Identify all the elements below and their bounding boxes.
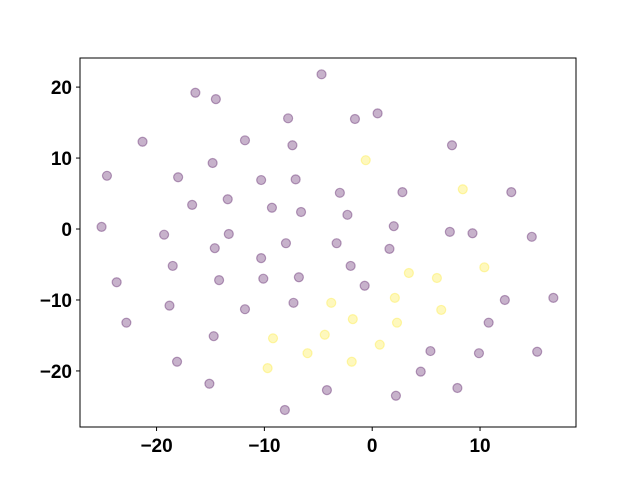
scatter-point <box>164 300 175 311</box>
scatter-point <box>349 113 361 125</box>
scatter-point <box>167 260 178 272</box>
scatter-point <box>331 238 342 249</box>
scatter-point <box>346 356 357 367</box>
plot-background <box>80 58 576 427</box>
scatter-point <box>431 272 443 284</box>
scatter-point <box>359 280 370 291</box>
x-tick-label: 0 <box>367 436 378 457</box>
plot-frame <box>79 57 577 428</box>
x-tick-label: −20 <box>140 436 172 457</box>
points-layer <box>96 69 559 416</box>
scatter-point <box>159 229 170 240</box>
scatter-point <box>388 221 399 232</box>
scatter-point <box>210 94 221 105</box>
y-tick-label: −10 <box>40 291 72 312</box>
scatter-point <box>444 226 455 237</box>
scatter-point <box>295 206 307 218</box>
scatter-point <box>321 385 333 396</box>
scatter-point <box>207 157 218 169</box>
scatter-point <box>446 140 458 151</box>
scatter-point <box>360 155 371 166</box>
scatter-point <box>526 231 537 242</box>
scatter-point <box>222 194 233 205</box>
scatter-point <box>280 238 292 249</box>
scatter-point <box>457 184 468 195</box>
scatter-point <box>279 404 290 416</box>
scatter-point <box>506 187 517 198</box>
scatter-point <box>390 390 402 401</box>
y-tick-label: 20 <box>51 78 72 99</box>
scatter-point <box>425 345 436 357</box>
scatter-point <box>302 348 313 359</box>
scatter-point <box>334 187 345 198</box>
scatter-point <box>345 260 356 272</box>
scatter-point <box>121 317 132 328</box>
scatter-point <box>288 297 299 308</box>
scatter-point <box>137 136 148 147</box>
scatter-point <box>384 243 395 254</box>
scatter-point <box>208 331 219 342</box>
scatter-point <box>287 140 298 151</box>
scatter-point <box>293 272 304 283</box>
scatter-point <box>290 174 301 185</box>
scatter-point <box>342 209 353 220</box>
scatter-point <box>256 174 267 186</box>
scatter-point <box>262 363 273 374</box>
scatter-point <box>173 172 184 183</box>
scatter-point <box>316 69 327 80</box>
scatter-point <box>499 294 510 306</box>
scatter-point <box>391 317 403 328</box>
scatter-point <box>209 243 220 254</box>
scatter-point <box>213 275 225 286</box>
scatter-point <box>258 273 269 284</box>
scatter-point <box>479 262 490 273</box>
scatter-point <box>473 348 485 359</box>
y-tick-label: 0 <box>61 220 72 241</box>
scatter-point <box>239 304 251 315</box>
scatter-point <box>548 292 559 303</box>
scatter-point <box>347 314 358 325</box>
scatter-point <box>256 253 267 264</box>
scatter-point <box>283 113 294 124</box>
scatter-point <box>483 317 494 328</box>
scatter-point <box>397 187 408 198</box>
scatter-point <box>187 199 198 210</box>
scatter-point <box>326 297 337 308</box>
y-tick-label: 10 <box>51 149 72 170</box>
scatter-point <box>403 267 414 279</box>
scatter-point <box>389 292 400 303</box>
scatter-point <box>452 382 463 394</box>
scatter-point <box>267 333 279 344</box>
x-tick-label: −10 <box>248 436 280 457</box>
y-axis: −20 −10 0 10 20 <box>40 78 80 383</box>
scatter-point <box>223 228 234 240</box>
scatter-point <box>96 221 107 232</box>
scatter-point <box>374 339 385 350</box>
scatter-point <box>415 366 426 377</box>
scatter-point <box>204 378 215 389</box>
scatter-point <box>239 135 251 146</box>
y-tick-label: −20 <box>40 362 72 383</box>
scatter-point <box>372 108 383 119</box>
scatter-point <box>171 356 183 367</box>
scatter-point <box>111 277 122 288</box>
x-axis: −20 −10 0 10 <box>140 427 491 457</box>
scatter-point <box>532 346 543 357</box>
scatter-point <box>190 87 201 98</box>
scatter-point <box>436 304 447 316</box>
scatter-point <box>101 170 113 181</box>
x-tick-label: 10 <box>469 436 490 457</box>
scatter-point <box>319 329 330 340</box>
scatter-point <box>266 202 278 213</box>
scatter-point <box>467 228 478 239</box>
